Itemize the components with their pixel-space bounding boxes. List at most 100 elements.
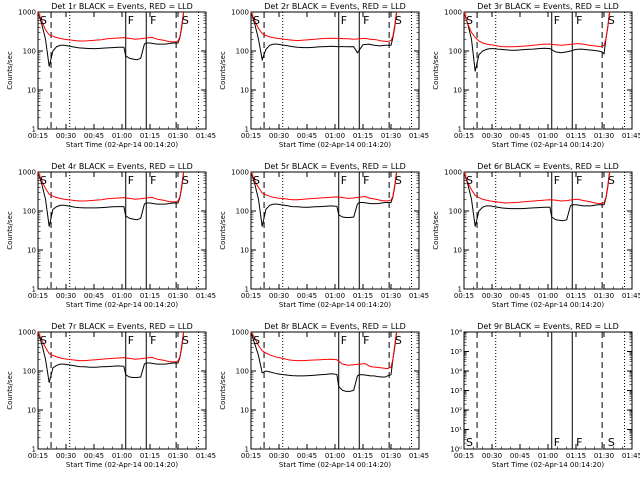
lld-series-line — [37, 171, 185, 203]
y-tick-label: 1 — [32, 286, 36, 294]
marker-label: F — [150, 174, 156, 187]
x-tick-label: 00:30 — [56, 132, 76, 140]
chart-title: Det 9r BLACK = Events, RED = LLD — [477, 322, 619, 331]
y-tick-label: 10³ — [450, 387, 462, 395]
x-tick-label: 01:15 — [353, 452, 373, 460]
x-tick-label: 00:45 — [84, 132, 104, 140]
chart-panel: Det 4r BLACK = Events, RED = LLD 1 10 100 10… — [0, 160, 216, 320]
x-axis-label: Start Time (02-Apr-14 00:14:20) — [66, 301, 178, 309]
x-tick-label: 01:45 — [196, 132, 216, 140]
marker-label: S — [608, 174, 615, 187]
x-tick-label: 01:30 — [168, 452, 188, 460]
y-axis-label: Counts/sec — [219, 51, 227, 90]
chart-svg: Det 6r BLACK = Events, RED = LLD 1 10 100 10… — [432, 162, 640, 309]
lld-series-line — [250, 11, 398, 43]
chart-svg: Det 8r BLACK = Events, RED = LLD 1 10 100 10… — [219, 322, 429, 469]
marker-label: S — [182, 14, 189, 27]
y-tick-label: 10 — [453, 247, 462, 255]
marker-label: F — [341, 334, 347, 347]
y-tick-label: 1 — [458, 286, 462, 294]
marker-label: F — [363, 174, 369, 187]
x-tick-label: 00:15 — [454, 452, 474, 460]
y-tick-label: 100 — [23, 48, 36, 56]
y-tick-label: 100 — [23, 368, 36, 376]
plot-frame — [463, 331, 633, 450]
x-tick-label: 01:45 — [622, 292, 640, 300]
x-tick-label: 01:00 — [538, 132, 558, 140]
x-tick-label: 00:45 — [297, 292, 317, 300]
x-axis-label: Start Time (02-Apr-14 00:14:20) — [279, 301, 391, 309]
x-axis-label: Start Time (02-Apr-14 00:14:20) — [492, 301, 604, 309]
chart-panel: Det 9r BLACK = Events, RED = LLD 10⁰ 10¹ 10… — [426, 320, 640, 480]
x-tick-label: 00:30 — [269, 292, 289, 300]
x-tick-label: 01:15 — [566, 132, 586, 140]
x-tick-label: 00:45 — [510, 452, 530, 460]
marker-label: F — [128, 174, 134, 187]
plot-frame — [463, 11, 633, 130]
chart-panel: Det 7r BLACK = Events, RED = LLD 1 10 100 10… — [0, 320, 216, 480]
x-tick-label: 01:15 — [353, 132, 373, 140]
x-tick-label: 00:15 — [454, 132, 474, 140]
chart-panel: Det 8r BLACK = Events, RED = LLD 1 10 100 10… — [213, 320, 429, 480]
x-tick-label: 01:15 — [566, 452, 586, 460]
y-tick-label: 10 — [240, 87, 249, 95]
y-tick-label: 10 — [27, 407, 36, 415]
x-tick-label: 01:45 — [409, 132, 429, 140]
y-axis-label: Counts/sec — [6, 211, 14, 250]
y-tick-label: 10 — [240, 407, 249, 415]
chart-svg: Det 1r BLACK = Events, RED = LLD 1 10 100 10… — [6, 2, 216, 149]
y-tick-label: 1000 — [444, 9, 462, 17]
x-axis-label: Start Time (02-Apr-14 00:14:20) — [279, 141, 391, 149]
chart-panel: Det 2r BLACK = Events, RED = LLD 1 10 100 10… — [213, 0, 429, 160]
x-tick-label: 01:30 — [381, 452, 401, 460]
marker-label: F — [363, 334, 369, 347]
x-tick-label: 00:45 — [84, 452, 104, 460]
y-tick-label: 1000 — [18, 329, 36, 337]
marker-label: S — [182, 334, 189, 347]
marker-label: F — [128, 334, 134, 347]
chart-svg: Det 2r BLACK = Events, RED = LLD 1 10 100 10… — [219, 2, 429, 149]
marker-label: S — [466, 14, 473, 27]
marker-label: F — [363, 14, 369, 27]
y-axis-label: Counts/sec — [6, 371, 14, 410]
marker-label: S — [182, 174, 189, 187]
x-tick-label: 00:15 — [241, 132, 261, 140]
chart-panel: Det 1r BLACK = Events, RED = LLD 1 10 100 10… — [0, 0, 216, 160]
x-axis-label: Start Time (02-Apr-14 00:14:20) — [66, 461, 178, 469]
y-tick-label: 1 — [245, 126, 249, 134]
events-series-line — [250, 331, 398, 392]
marker-label: S — [395, 334, 402, 347]
y-tick-label: 1000 — [18, 9, 36, 17]
chart-svg: Det 3r BLACK = Events, RED = LLD 1 10 100 10… — [432, 2, 640, 149]
x-tick-label: 01:45 — [409, 452, 429, 460]
x-tick-label: 00:15 — [454, 292, 474, 300]
y-tick-label: 1 — [458, 126, 462, 134]
y-tick-label: 1000 — [231, 169, 249, 177]
events-series-line — [37, 331, 185, 383]
chart-svg: Det 9r BLACK = Events, RED = LLD 10⁰ 10¹ 10… — [450, 322, 640, 469]
y-tick-label: 10² — [450, 407, 462, 415]
marker-label: F — [554, 14, 560, 27]
x-tick-label: 01:30 — [594, 132, 614, 140]
y-tick-label: 100 — [236, 48, 249, 56]
chart-title: Det 3r BLACK = Events, RED = LLD — [477, 2, 619, 11]
marker-label: F — [576, 436, 582, 449]
y-tick-label: 1 — [32, 446, 36, 454]
x-tick-label: 00:15 — [28, 452, 48, 460]
y-tick-label: 100 — [449, 208, 462, 216]
y-tick-label: 10¹ — [450, 426, 462, 434]
y-tick-label: 10⁶ — [450, 329, 462, 337]
marker-label: S — [395, 14, 402, 27]
x-tick-label: 00:30 — [269, 132, 289, 140]
chart-svg: Det 5r BLACK = Events, RED = LLD 1 10 100 10… — [219, 162, 429, 309]
x-tick-label: 01:15 — [140, 292, 160, 300]
y-tick-label: 1 — [32, 126, 36, 134]
x-tick-label: 01:30 — [168, 292, 188, 300]
x-tick-label: 01:00 — [112, 132, 132, 140]
marker-label: F — [554, 436, 560, 449]
y-tick-label: 10 — [27, 87, 36, 95]
x-tick-label: 00:15 — [241, 452, 261, 460]
x-axis-label: Start Time (02-Apr-14 00:14:20) — [492, 141, 604, 149]
x-tick-label: 01:45 — [196, 452, 216, 460]
x-tick-label: 00:30 — [482, 292, 502, 300]
